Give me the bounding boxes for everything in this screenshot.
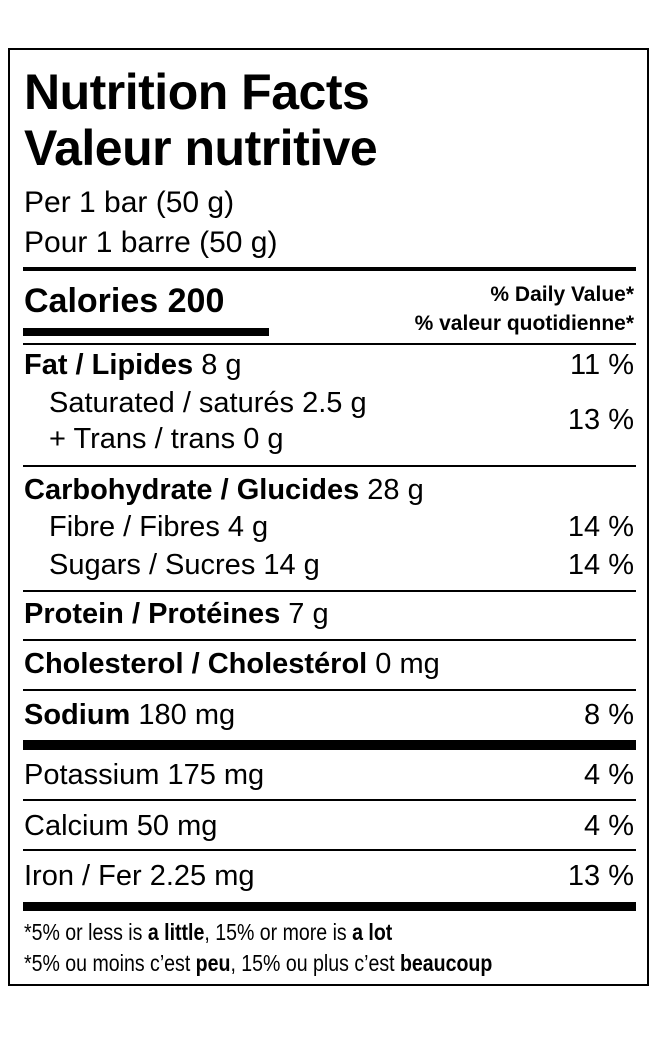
dv: 13 % [567, 404, 634, 436]
rule [23, 849, 636, 851]
nutrient-name: Cholesterol / Cholestérol [24, 648, 368, 680]
nutrient: Fat / Lipides 8 g [24, 347, 242, 383]
dv: 14 % [567, 549, 634, 581]
nutrient: Sugars / Sucres 14 g [49, 549, 320, 581]
nutrient: Sodium 180 mg [24, 697, 235, 733]
footnote-bold: beaucoup [399, 950, 493, 976]
nutrient-amount: 28 g [367, 474, 424, 506]
rule [23, 799, 636, 801]
nutrient: Saturated / saturés 2.5 g [49, 387, 367, 419]
footnote-bold: a little [147, 919, 205, 945]
serving: Pour 1 barre (50 g) [24, 226, 278, 259]
dv-header: % valeur quotidienne* [414, 312, 634, 335]
footnote: *5% or less is a little, 15% or more is … [24, 918, 392, 946]
calories: Calories 200 [24, 282, 225, 320]
dv: 14 % [567, 511, 634, 543]
nutrient: + Trans / trans 0 g [49, 423, 284, 455]
rule [23, 267, 636, 271]
footnote-text: *5% or less is [24, 919, 148, 945]
nutrient: Iron / Fer 2.25 mg [24, 860, 255, 892]
rule [23, 902, 636, 911]
dv-header: % Daily Value* [490, 283, 634, 306]
footnote-bold: a lot [352, 919, 393, 945]
nutrient: Carbohydrate / Glucides 28 g [24, 472, 424, 508]
serving: Per 1 bar (50 g) [24, 186, 235, 219]
nutrient: Calcium 50 mg [24, 810, 218, 842]
dv: 4 % [584, 759, 634, 791]
nutrient-amount: 180 mg [138, 699, 236, 731]
nutrient-amount: 7 g [288, 598, 329, 630]
dv: 13 % [567, 860, 634, 892]
dv: 8 % [584, 699, 634, 731]
nutrition-label [8, 48, 649, 986]
nutrient-name: Carbohydrate / Glucides [24, 474, 360, 506]
rule [23, 689, 636, 691]
nutrient: Potassium 175 mg [24, 759, 265, 791]
nutrient: Fibre / Fibres 4 g [49, 511, 269, 543]
title: Nutrition Facts [24, 64, 370, 120]
footnote-text: *5% ou moins c’est [24, 950, 196, 976]
rule [23, 639, 636, 641]
nutrient-amount: 8 g [201, 349, 242, 381]
dv: 4 % [584, 810, 634, 842]
footnote-text: , 15% ou plus c’est [230, 950, 400, 976]
title: Valeur nutritive [24, 120, 378, 176]
footnote-bold: peu [195, 950, 231, 976]
footnote-text: , 15% or more is [204, 919, 353, 945]
nutrient-name: Sodium [24, 699, 131, 731]
nutrient: Cholesterol / Cholestérol 0 mg [24, 646, 440, 682]
nutrient: Protein / Protéines 7 g [24, 596, 329, 632]
rule [23, 590, 636, 592]
rule [23, 740, 636, 750]
rule [23, 343, 636, 345]
nutrient-name: Fat / Lipides [24, 349, 194, 381]
rule [23, 465, 636, 467]
nutrient-name: Protein / Protéines [24, 598, 281, 630]
dv: 11 % [570, 349, 634, 381]
rule [23, 328, 269, 336]
footnote: *5% ou moins c’est peu, 15% ou plus c’es… [24, 949, 492, 977]
nutrient-amount: 0 mg [375, 648, 440, 680]
